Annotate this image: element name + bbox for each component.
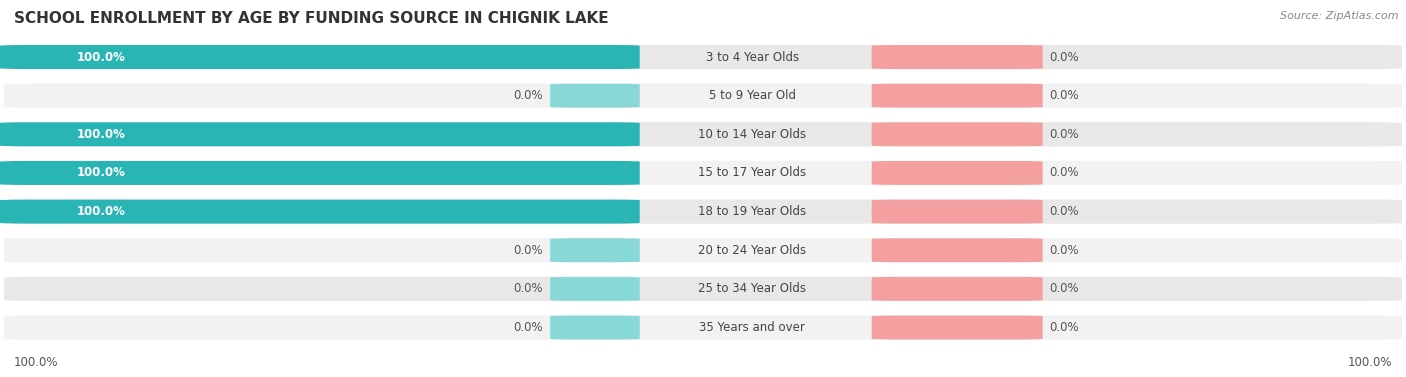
FancyBboxPatch shape — [3, 121, 1403, 148]
Text: 0.0%: 0.0% — [1050, 128, 1080, 141]
FancyBboxPatch shape — [3, 82, 1403, 109]
Text: 0.0%: 0.0% — [513, 89, 543, 102]
Text: 25 to 34 Year Olds: 25 to 34 Year Olds — [699, 282, 806, 295]
Text: 15 to 17 Year Olds: 15 to 17 Year Olds — [699, 167, 806, 179]
FancyBboxPatch shape — [872, 277, 1043, 301]
Text: 0.0%: 0.0% — [513, 321, 543, 334]
FancyBboxPatch shape — [550, 277, 640, 301]
Text: 100.0%: 100.0% — [77, 128, 125, 141]
Text: 35 Years and over: 35 Years and over — [699, 321, 806, 334]
Text: 20 to 24 Year Olds: 20 to 24 Year Olds — [699, 244, 806, 257]
FancyBboxPatch shape — [872, 238, 1043, 262]
FancyBboxPatch shape — [872, 161, 1043, 185]
Text: 0.0%: 0.0% — [1050, 321, 1080, 334]
Text: 5 to 9 Year Old: 5 to 9 Year Old — [709, 89, 796, 102]
Text: 0.0%: 0.0% — [1050, 282, 1080, 295]
FancyBboxPatch shape — [0, 45, 640, 69]
Text: 18 to 19 Year Olds: 18 to 19 Year Olds — [699, 205, 806, 218]
FancyBboxPatch shape — [3, 237, 1403, 264]
Text: 0.0%: 0.0% — [513, 282, 543, 295]
FancyBboxPatch shape — [550, 238, 640, 262]
Text: 0.0%: 0.0% — [1050, 205, 1080, 218]
FancyBboxPatch shape — [3, 314, 1403, 341]
FancyBboxPatch shape — [3, 159, 1403, 187]
FancyBboxPatch shape — [872, 199, 1043, 224]
FancyBboxPatch shape — [872, 316, 1043, 340]
Text: 10 to 14 Year Olds: 10 to 14 Year Olds — [699, 128, 806, 141]
Text: 0.0%: 0.0% — [513, 244, 543, 257]
FancyBboxPatch shape — [872, 122, 1043, 146]
Text: 100.0%: 100.0% — [77, 205, 125, 218]
Text: 100.0%: 100.0% — [14, 357, 59, 369]
FancyBboxPatch shape — [550, 84, 640, 108]
Text: 100.0%: 100.0% — [77, 167, 125, 179]
FancyBboxPatch shape — [3, 275, 1403, 302]
FancyBboxPatch shape — [3, 198, 1403, 225]
Text: SCHOOL ENROLLMENT BY AGE BY FUNDING SOURCE IN CHIGNIK LAKE: SCHOOL ENROLLMENT BY AGE BY FUNDING SOUR… — [14, 11, 609, 26]
Text: 0.0%: 0.0% — [1050, 244, 1080, 257]
Text: 100.0%: 100.0% — [77, 51, 125, 63]
FancyBboxPatch shape — [872, 45, 1043, 69]
Text: 0.0%: 0.0% — [1050, 167, 1080, 179]
FancyBboxPatch shape — [3, 43, 1403, 70]
FancyBboxPatch shape — [0, 199, 640, 224]
Text: 0.0%: 0.0% — [1050, 51, 1080, 63]
FancyBboxPatch shape — [550, 316, 640, 340]
Text: 3 to 4 Year Olds: 3 to 4 Year Olds — [706, 51, 799, 63]
Text: 100.0%: 100.0% — [1347, 357, 1392, 369]
FancyBboxPatch shape — [0, 161, 640, 185]
Text: 0.0%: 0.0% — [1050, 89, 1080, 102]
FancyBboxPatch shape — [872, 84, 1043, 108]
FancyBboxPatch shape — [0, 122, 640, 146]
Text: Source: ZipAtlas.com: Source: ZipAtlas.com — [1281, 11, 1399, 21]
